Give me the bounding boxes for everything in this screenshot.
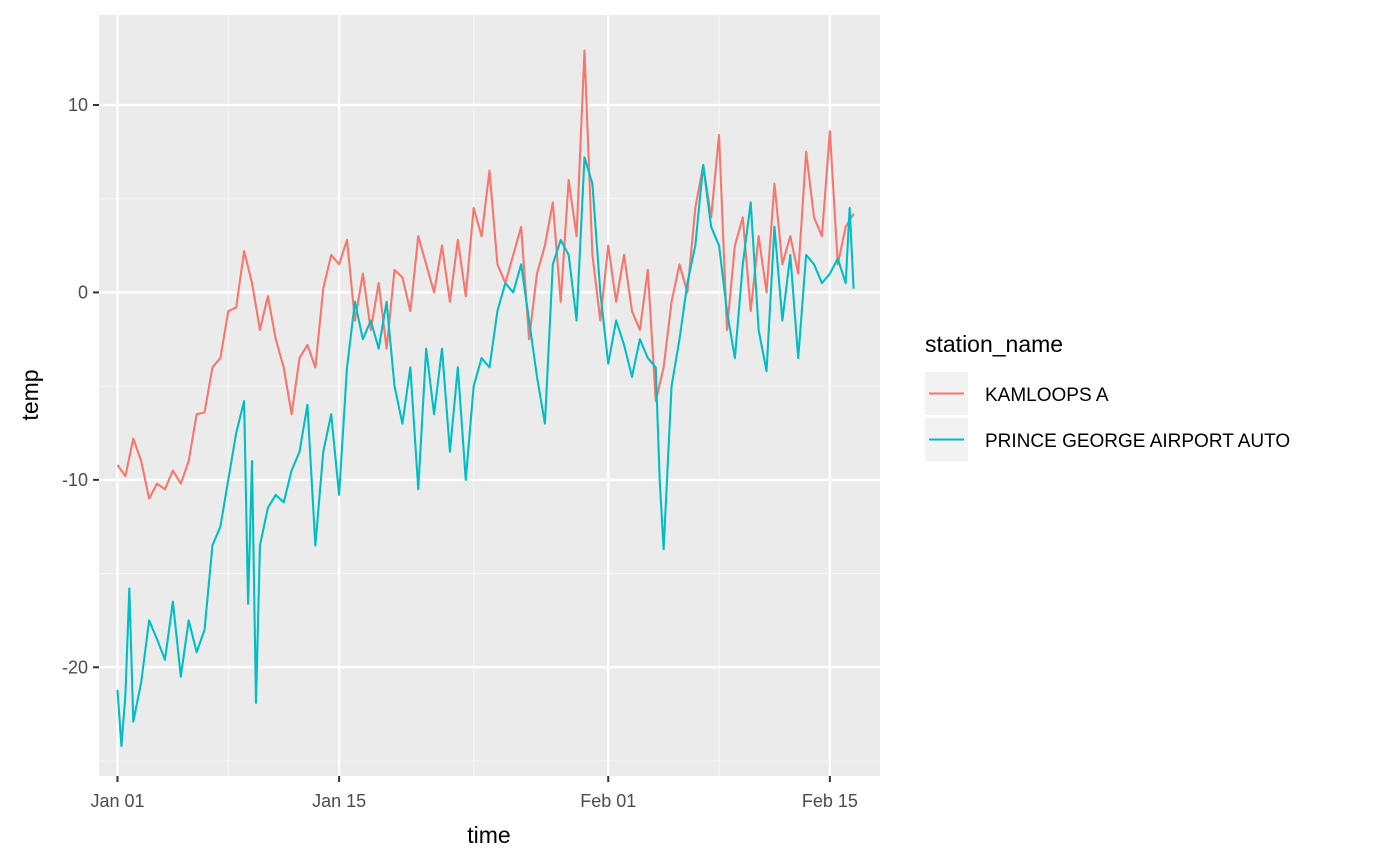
legend-label: PRINCE GEORGE AIRPORT AUTO: [985, 431, 1290, 452]
x-tick-label: Jan 15: [312, 791, 366, 811]
legend-label: KAMLOOPS A: [985, 385, 1109, 406]
legend-items: KAMLOOPS A PRINCE GEORGE AIRPORT AUTO: [925, 372, 1290, 461]
legend-title: station_name: [925, 331, 1063, 357]
y-tick-label: 0: [78, 282, 88, 302]
y-tick-label: 10: [68, 95, 88, 115]
x-tick-label: Jan 01: [90, 791, 144, 811]
series-line: [116, 156, 855, 748]
x-axis-title: time: [467, 822, 510, 848]
y-axis-title: temp: [17, 369, 43, 420]
series-line: [116, 49, 855, 500]
y-tick-label: -20: [62, 657, 88, 677]
legend: station_name KAMLOOPS A PRINCE GEORGE AIR…: [925, 331, 1290, 461]
x-axis-ticks: Jan 01 Jan 15 Feb 01 Feb 15: [90, 776, 858, 811]
major-gridlines: [99, 15, 880, 776]
series-lines: [116, 49, 855, 748]
x-tick-label: Feb 15: [802, 791, 858, 811]
y-axis-ticks: 10 0 -10 -20: [62, 95, 99, 677]
plot-panel: [99, 15, 880, 776]
y-tick-label: -10: [62, 470, 88, 490]
x-tick-label: Feb 01: [580, 791, 636, 811]
